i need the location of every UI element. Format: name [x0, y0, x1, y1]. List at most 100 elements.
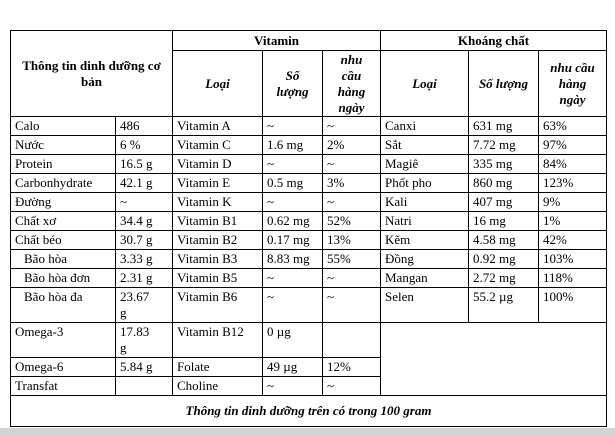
basic-value-cell	[115, 376, 173, 396]
mineral-name-cell: Đồng	[380, 249, 469, 269]
basic-label-cell: Omega-6	[10, 357, 116, 377]
vitamin-amount-cell: ~	[262, 376, 323, 396]
vitamin-daily-cell: ~	[322, 154, 381, 174]
basic-value-cell: 30.7 g	[115, 230, 173, 250]
mineral-amount-cell: 7.72 mg	[468, 135, 539, 155]
basic-value-cell: 486	[115, 116, 173, 136]
basic-label-cell: Omega-3	[10, 322, 116, 358]
table-body: Calo 486 Vitamin A ~ ~ Canxi 631 mg 63% Nước 6 % V…	[10, 116, 608, 396]
vitamin-col-amount-header: Số lượng	[262, 50, 323, 117]
mineral-amount-cell: 4.58 mg	[468, 230, 539, 250]
basic-value-cell: 16.5 g	[115, 154, 173, 174]
vitamin-amount-cell: 49 µg	[262, 357, 323, 377]
mineral-name-cell: Selen	[380, 287, 469, 323]
basic-label-cell: Đường	[10, 192, 116, 212]
basic-label-cell: Carbonhydrate	[10, 173, 116, 193]
basic-value-cell: ~	[115, 192, 173, 212]
table-row: Protein 16.5 g Vitamin D ~ ~ Magiê 335 mg 84%	[10, 154, 608, 174]
vitamin-name-cell: Vitamin E	[172, 173, 263, 193]
vitamin-amount-cell: 0.62 mg	[262, 211, 323, 231]
mineral-name-cell: Kẽm	[380, 230, 469, 250]
mineral-name-cell: Natri	[380, 211, 469, 231]
mineral-daily-cell: 84%	[537, 154, 608, 174]
mineral-name-cell: Phốt pho	[380, 173, 469, 193]
mineral-name-cell: Sắt	[380, 135, 469, 155]
table-row: Transfat Choline ~ ~	[10, 376, 607, 396]
vitamin-amount-cell: ~	[262, 268, 323, 288]
vitamin-daily-cell: 52%	[322, 211, 381, 231]
table-row: Đường ~ Vitamin K ~ ~ Kali 407 mg 9%	[10, 192, 608, 212]
mineral-daily-cell: 97%	[537, 135, 608, 155]
mineral-amount-cell: 2.72 mg	[468, 268, 539, 288]
mineral-amount-cell: 16 mg	[468, 211, 539, 231]
mineral-amount-cell: 860 mg	[468, 173, 539, 193]
footer-note: Thông tin dinh dưỡng trên có trong 100 g…	[9, 395, 608, 427]
basic-label-cell: Calo	[10, 116, 116, 136]
vitamin-name-cell: Vitamin B1	[172, 211, 263, 231]
mineral-col-amount-header: Số lượng	[468, 50, 539, 117]
vitamin-amount-cell: 8.83 mg	[262, 249, 323, 269]
vitamin-daily-cell	[322, 322, 381, 358]
vitamin-daily-cell: 55%	[322, 249, 381, 269]
vitamin-name-cell: Vitamin B12	[172, 322, 263, 358]
bottom-strip	[0, 428, 615, 436]
vitamin-section-header: Vitamin	[172, 30, 381, 51]
vitamin-amount-cell: 0 µg	[262, 322, 323, 358]
vitamin-daily-cell: 3%	[322, 173, 381, 193]
vitamin-name-cell: Vitamin B2	[172, 230, 263, 250]
basic-label-cell: Chất béo	[10, 230, 116, 250]
table-row: Bão hòa đơn 2.31 g Vitamin B5 ~ ~ Mangan 2.72 …	[10, 268, 608, 288]
basic-value-cell: 23.67 g	[115, 287, 173, 323]
vitamin-name-cell: Vitamin B5	[172, 268, 263, 288]
basic-label-cell: Bão hòa đa	[10, 287, 116, 323]
vitamin-daily-cell: ~	[322, 287, 381, 323]
vitamin-daily-cell: ~	[322, 268, 381, 288]
vitamin-amount-cell: 0.5 mg	[262, 173, 323, 193]
vitamin-name-cell: Vitamin B3	[172, 249, 263, 269]
header-row-sections: Thông tin dinh dưỡng cơ bản Vitamin Khoá…	[10, 30, 608, 117]
mineral-amount-cell: 0.92 mg	[468, 249, 539, 269]
vitamin-daily-cell: ~	[322, 192, 381, 212]
table-row: Calo 486 Vitamin A ~ ~ Canxi 631 mg 63%	[10, 116, 608, 136]
table-row: Bão hòa đa 23.67 g Vitamin B6 ~ ~ Selen 55.2 µ…	[10, 287, 608, 323]
basic-label-cell: Bão hòa	[10, 249, 116, 269]
vitamin-amount-cell: ~	[262, 116, 323, 136]
vitamin-name-cell: Vitamin K	[172, 192, 263, 212]
page: Thông tin dinh dưỡng cơ bản Vitamin Khoá…	[9, 30, 608, 427]
basic-value-cell: 42.1 g	[115, 173, 173, 193]
table-row: Bão hòa 3.33 g Vitamin B3 8.83 mg 55% Đồng 0.9…	[10, 249, 608, 269]
mineral-name-cell: Magiê	[380, 154, 469, 174]
vitamin-col-daily-header: nhu cầu hàng ngày	[322, 50, 381, 117]
vitamin-amount-cell: ~	[262, 154, 323, 174]
basic-label-cell: Chất xơ	[10, 211, 116, 231]
header-row-columns: Loại Số lượng nhu cầu hàng ngày Loại Số …	[11, 50, 608, 117]
vitamin-amount-cell: ~	[262, 192, 323, 212]
table-row: Nước 6 % Vitamin C 1.6 mg 2% Sắt 7.72 mg 97%	[10, 135, 608, 155]
basic-value-cell: 17.83 g	[115, 322, 173, 358]
basic-label-cell: Protein	[10, 154, 116, 174]
mineral-daily-cell: 9%	[537, 192, 608, 212]
table-row: Carbonhydrate 42.1 g Vitamin E 0.5 mg 3% Phốt…	[10, 173, 608, 193]
mineral-daily-cell: 123%	[537, 173, 608, 193]
vitamin-name-cell: Vitamin D	[172, 154, 263, 174]
basic-label-cell: Transfat	[10, 376, 116, 396]
mineral-empty-cell	[379, 322, 608, 396]
mineral-amount-cell: 407 mg	[468, 192, 539, 212]
mineral-name-cell: Mangan	[380, 268, 469, 288]
basic-value-cell: 5.84 g	[115, 357, 173, 377]
basic-value-cell: 3.33 g	[115, 249, 173, 269]
vitamin-daily-cell: 2%	[322, 135, 381, 155]
mineral-daily-cell: 118%	[537, 268, 608, 288]
basic-value-cell: 34.4 g	[115, 211, 173, 231]
vitamin-name-cell: Vitamin B6	[172, 287, 263, 323]
mineral-daily-cell: 63%	[537, 116, 608, 136]
vitamin-name-cell: Folate	[172, 357, 263, 377]
mineral-daily-cell: 42%	[537, 230, 608, 250]
table-header: Thông tin dinh dưỡng cơ bản Vitamin Khoá…	[10, 30, 608, 117]
mineral-daily-cell: 103%	[537, 249, 608, 269]
vitamin-daily-cell: 12%	[322, 357, 381, 377]
vitamin-daily-cell: ~	[322, 116, 381, 136]
basic-value-cell: 2.31 g	[115, 268, 173, 288]
footer-row: Thông tin dinh dưỡng trên có trong 100 g…	[9, 395, 608, 427]
mineral-amount-cell: 631 mg	[468, 116, 539, 136]
